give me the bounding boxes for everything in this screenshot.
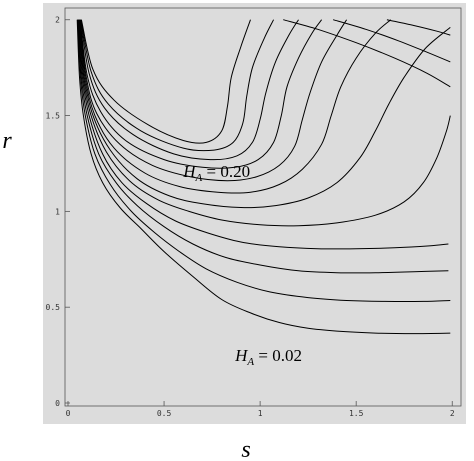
contour-line-15 bbox=[386, 19, 451, 36]
contour-line-9 bbox=[79, 19, 323, 169]
contour-line-6 bbox=[78, 19, 451, 209]
contour-line-2 bbox=[77, 19, 451, 303]
y-axis-title: r bbox=[2, 128, 12, 154]
x-tick-label-1: 0.5 bbox=[157, 409, 172, 418]
y-tick-label-2: 1 bbox=[55, 207, 60, 216]
contour-line-14 bbox=[332, 19, 451, 63]
y-tick-label-0: 0 bbox=[55, 399, 60, 408]
x-tick-label-2: 1 bbox=[258, 409, 263, 418]
contour-line-1 bbox=[76, 19, 451, 335]
contour-annotations: HA = 0.20 HA = 0.02 bbox=[182, 162, 302, 368]
y-tick-label-3: 1.5 bbox=[46, 112, 61, 121]
contour-line-4 bbox=[77, 19, 449, 250]
contour-label-2: HA = 0.02 bbox=[234, 346, 302, 368]
y-axis: 0 0.5 1 1.5 2 bbox=[46, 16, 70, 408]
x-axis-title: s bbox=[241, 437, 250, 461]
contour-line-8 bbox=[79, 19, 348, 182]
x-tick-label-3: 1.5 bbox=[349, 409, 364, 418]
contour-line-7 bbox=[79, 19, 392, 194]
contour-line-13 bbox=[283, 19, 451, 88]
contour-lines bbox=[76, 19, 451, 335]
contour-line-5 bbox=[78, 19, 451, 227]
contour-line-10 bbox=[80, 19, 299, 161]
y-tick-label-4: 2 bbox=[55, 16, 60, 25]
x-tick-label-0: 0 bbox=[66, 409, 71, 418]
x-axis: 0 0.5 1 1.5 2 bbox=[66, 401, 455, 418]
y-tick-label-1: 0.5 bbox=[46, 303, 61, 312]
x-tick-label-4: 2 bbox=[450, 409, 455, 418]
contour-line-3 bbox=[77, 19, 449, 274]
contour-line-11 bbox=[80, 19, 275, 152]
plot-frame bbox=[64, 7, 462, 407]
contour-line-12 bbox=[80, 19, 251, 144]
contour-label-1: HA = 0.20 bbox=[182, 162, 250, 184]
plot-area bbox=[43, 3, 466, 424]
